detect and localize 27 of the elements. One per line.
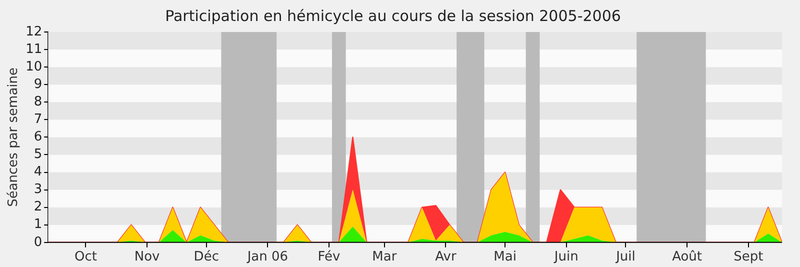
y-tick-label: 12	[26, 24, 42, 40]
x-tick-label: Fév	[318, 250, 341, 265]
y-tick-label: 6	[34, 130, 42, 145]
y-tick-label: 5	[34, 147, 42, 162]
y-tick-label: 2	[34, 200, 42, 215]
x-tick-label: Déc	[194, 250, 219, 265]
x-tick-label: Nov	[134, 250, 160, 265]
x-tick-label: Avr	[435, 250, 457, 265]
y-tick-label: 9	[34, 76, 42, 92]
y-tick-label: 0	[34, 234, 42, 250]
x-tick-label: Juil	[615, 250, 636, 265]
y-tick-label: 7	[34, 112, 42, 128]
x-tick-label: Sept	[734, 250, 764, 265]
y-tick-label: 10	[26, 59, 42, 74]
y-tick-label: 3	[34, 182, 42, 198]
x-tick-label: Juin	[553, 250, 578, 265]
y-tick-label: 11	[26, 42, 42, 57]
chart-title: Participation en hémicycle au cours de la session 2005-2006	[165, 6, 621, 25]
y-tick-label: 1	[34, 217, 42, 232]
y-tick-label: 4	[34, 164, 42, 180]
y-tick-label: 8	[34, 94, 42, 110]
x-tick-label: Jan 06	[246, 250, 288, 265]
x-tick-label: Mai	[494, 250, 516, 265]
x-tick-label: Août	[672, 250, 702, 265]
x-tick-label: Oct	[74, 250, 97, 265]
y-axis-title: Séances par semaine	[6, 67, 22, 207]
x-tick-label: Mar	[372, 250, 398, 265]
